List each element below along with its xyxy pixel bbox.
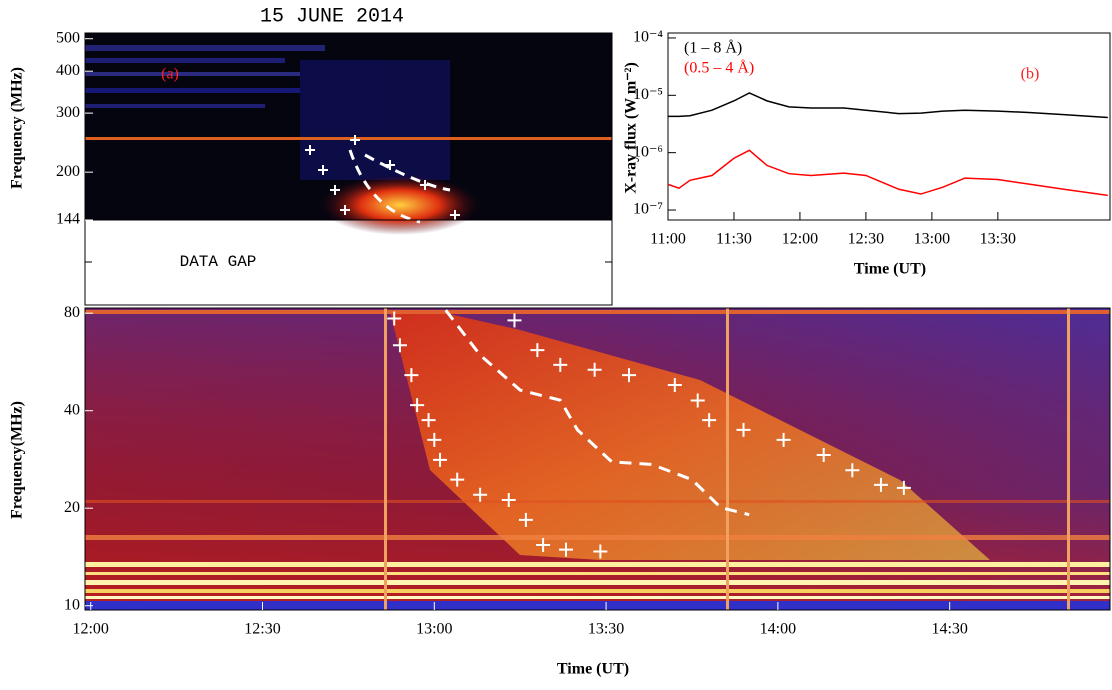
drift-marker	[553, 357, 568, 372]
y-tick-label: 10⁻⁶	[633, 143, 663, 160]
drift-marker	[736, 422, 751, 437]
x-tick-label: 12:30	[848, 231, 884, 248]
spectrogram-a-line	[85, 137, 612, 140]
drift-marker	[776, 432, 791, 447]
drift-marker	[690, 393, 705, 408]
drift-marker	[667, 378, 682, 393]
y-tick-label: 80	[64, 304, 80, 321]
y-tick-label: 500	[56, 29, 80, 46]
x-tick-label: 13:30	[588, 621, 624, 638]
legend-entry: (0.5 – 4 Å)	[684, 59, 754, 77]
title: 15 JUNE 2014	[260, 5, 404, 28]
x-tick-label: 13:00	[416, 621, 452, 638]
drift-marker	[896, 480, 911, 495]
x-tick-label: 14:00	[760, 621, 796, 638]
spectrogram-c-bands	[85, 308, 1110, 610]
drift-line	[444, 309, 750, 517]
y-tick-label: 300	[56, 104, 80, 121]
drift-marker	[587, 362, 602, 377]
x-tick-label: 13:00	[914, 231, 950, 248]
y-tick-label: 20	[64, 499, 80, 516]
spectrogram-a-texture	[85, 45, 450, 180]
panel-label: (b)	[1021, 66, 1040, 83]
drift-marker	[518, 512, 533, 527]
y-axis-label: X-ray flux (W m⁻²)	[623, 62, 640, 194]
x-tick-label: 14:30	[931, 621, 967, 638]
frame-b	[667, 32, 1111, 221]
drift-trace	[348, 149, 451, 224]
drift-marker	[404, 368, 419, 383]
drift-marker	[421, 413, 436, 428]
gap-label: DATA GAP	[180, 253, 257, 271]
drift-marker	[507, 313, 522, 328]
x-axis-label: Time (UT)	[557, 661, 629, 678]
drift-marker	[433, 452, 448, 467]
frame-a	[84, 32, 613, 306]
y-tick-label: 10⁻⁷	[633, 201, 663, 218]
spectrogram-c-burst	[390, 312, 990, 560]
x-tick-label: 12:00	[72, 621, 108, 638]
drift-marker	[816, 447, 831, 462]
drift-marker	[845, 463, 860, 478]
x-axis-label: Time (UT)	[854, 261, 926, 278]
y-tick-label: 10⁻⁵	[633, 86, 663, 103]
y-tick-label: 400	[56, 62, 80, 79]
drift-marker	[473, 487, 488, 502]
drift-marker	[450, 472, 465, 487]
y-tick-label: 10⁻⁴	[633, 29, 663, 46]
drift-marker	[536, 537, 551, 552]
drift-marker	[873, 477, 888, 492]
drift-markers	[305, 135, 460, 220]
y-tick-label: 40	[64, 401, 80, 418]
frame-c	[84, 307, 1111, 611]
drift-marker	[410, 398, 425, 413]
x-tick-label: 12:00	[782, 231, 818, 248]
flux-line	[668, 92, 1108, 119]
y-axis-label: Frequency (MHz)	[9, 67, 26, 189]
drift-marker	[621, 368, 636, 383]
drift-marker	[530, 343, 545, 358]
y-axis-label: Frequency(MHz)	[9, 401, 26, 519]
x-tick-label: 13:30	[980, 231, 1016, 248]
x-tick-label: 12:30	[244, 621, 280, 638]
drift-marker	[702, 413, 717, 428]
flux-line	[667, 149, 1108, 197]
drift-marker	[387, 311, 402, 326]
panel-label: (a)	[161, 66, 179, 83]
drift-marker	[593, 544, 608, 559]
x-tick-label: 11:30	[716, 231, 752, 248]
y-tick-label: 200	[56, 163, 80, 180]
drift-marker	[501, 493, 516, 508]
drift-marker	[427, 432, 442, 447]
y-tick-label: 144	[56, 211, 80, 228]
x-tick-label: 11:00	[650, 231, 686, 248]
drift-marker	[392, 338, 407, 353]
y-tick-label: 10	[64, 596, 80, 613]
drift-marker	[559, 542, 574, 557]
legend-entry: (1 – 8 Å)	[684, 39, 742, 57]
